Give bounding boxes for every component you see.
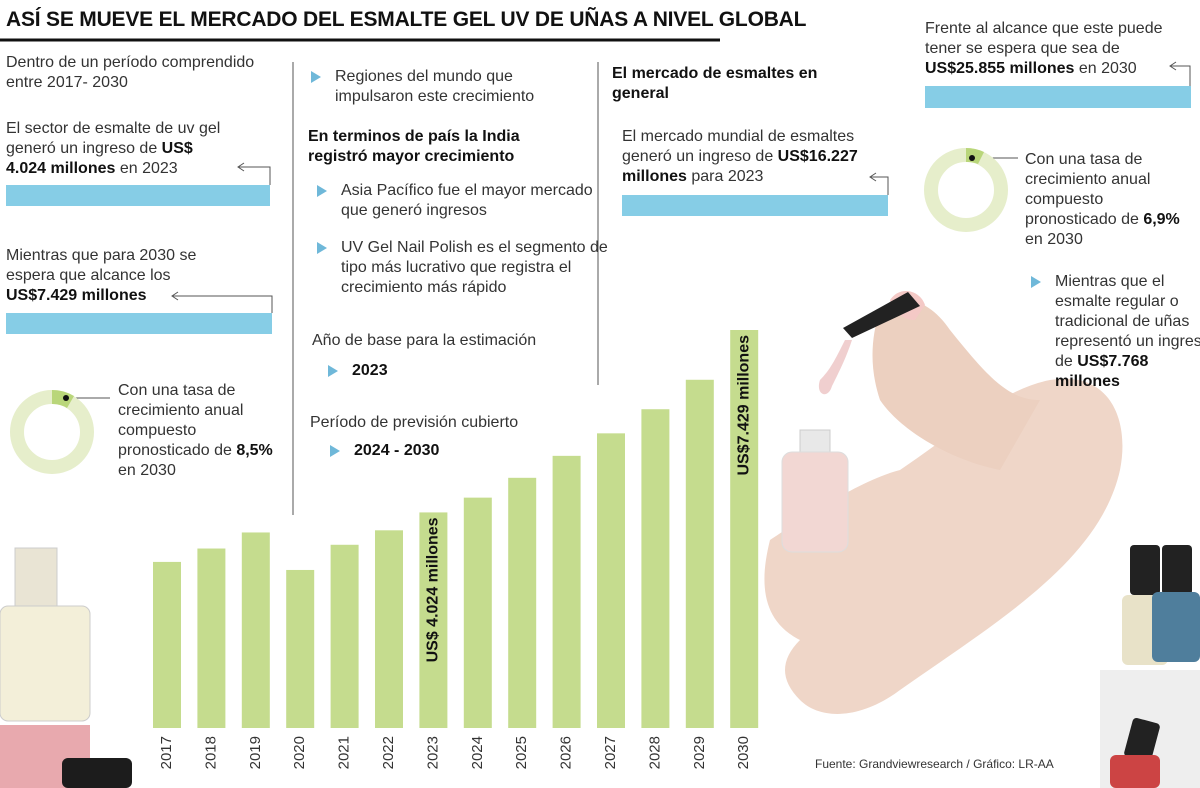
bar [552,455,581,728]
x-tick-label: 2028 [646,736,663,769]
bar [197,548,226,728]
text-block: El mercado mundial de esmaltes generó un… [622,127,872,187]
bar [286,569,315,728]
text-run: US$7.768 millones [1055,353,1149,390]
text-run: Año de base para la estimación [312,332,537,349]
text-run: El sector de esmalte de uv gel generó un… [6,120,221,157]
text-run: Mientras que para 2030 se espera que alc… [6,247,197,284]
text-run: Frente al alcance que este puede tener s… [925,20,1163,57]
text-run: UV Gel Nail Polish es el segmento de tip… [341,239,608,296]
text-block: En terminos de país la India registró ma… [308,127,563,167]
x-tick-label: 2023 [424,736,441,769]
text-block: Con una tasa de crecimiento anual compue… [118,381,278,481]
text-run: 8,5% [236,442,273,459]
text-run: Asia Pacífico fue el mayor mercado que g… [341,182,593,219]
text-run: US$16.227 millones [622,148,858,185]
donut-ring [924,148,1008,232]
text-run: 2023 [352,362,388,379]
text-run: para 2023 [686,168,764,185]
donut-ring [10,390,94,474]
text-run: en 2030 [118,462,176,479]
bullet: UV Gel Nail Polish es el segmento de tip… [315,238,621,298]
bar [508,477,537,728]
pointer-lines [66,61,1191,399]
dot [63,395,69,401]
x-tick-label: 2021 [336,736,353,769]
text-run: US$25.855 millones [925,60,1075,77]
text-run: Período de previsión cubierto [310,414,519,431]
x-tick-label: 2027 [602,736,619,769]
highlight-bar [6,313,272,334]
text-run: US$7.429 millones [6,287,147,304]
value-label: US$ 4.024 millones [425,517,442,662]
highlight-bar [925,86,1191,108]
text-run: Mientras que el esmalte regular o tradic… [1055,273,1200,370]
bar [463,497,492,728]
x-tick-label: 2020 [291,736,308,769]
x-tick-label: 2030 [735,736,752,769]
bar [330,544,359,728]
bar [597,433,625,728]
x-tick-label: 2025 [513,736,530,769]
x-tick-label: 2018 [202,736,219,769]
bullet: 2024 - 2030 [328,441,504,461]
highlight-bar [6,185,270,206]
bar [419,512,448,728]
text-block: El sector de esmalte de uv gel generó un… [6,119,236,179]
text-run: 6,9% [1143,211,1180,228]
x-tick-label: 2022 [380,736,397,769]
text-block: Frente al alcance que este puede tener s… [925,19,1185,79]
text-run: El mercado de esmaltes en general [612,65,818,102]
text-run: En terminos de país la India registró ma… [308,128,520,165]
text-run: El mercado mundial de esmaltes generó un… [622,128,855,165]
text-block: Dentro de un período comprendido entre 2… [6,53,291,93]
x-tick-label: 2029 [691,736,708,769]
text-block: El mercado de esmaltes en general [612,64,827,104]
text-block: Mientras que para 2030 se espera que alc… [6,246,221,306]
source: Fuente: Grandviewresearch / Gráfico: LR-… [815,757,1054,771]
donut-slice [52,389,74,408]
title: ASÍ SE MUEVE EL MERCADO DEL ESMALTE GEL … [6,8,807,31]
bullet: Mientras que el esmalte regular o tradic… [1029,272,1200,392]
text-run: US$ 4.024 millones [6,140,193,177]
text-run: en 2023 [115,160,178,177]
bar [153,561,181,728]
text-block: Con una tasa de crecimiento anual compue… [1025,150,1185,250]
dot [969,155,975,161]
photo-hand [764,290,1123,714]
bullet: Regiones del mundo que impulsaron este c… [309,67,585,107]
bar [375,530,403,728]
text-run: en 2030 [1025,231,1083,248]
bar [641,409,670,728]
bar [730,330,759,728]
bar [241,532,270,728]
text-block: Período de previsión cubierto [310,413,580,433]
bar [685,379,714,728]
highlight-bar [622,195,888,216]
text-block: Año de base para la estimación [312,331,582,351]
x-tick-label: 2019 [247,736,264,769]
bullet: Asia Pacífico fue el mayor mercado que g… [315,181,603,221]
text-run: Dentro de un período comprendido entre 2… [6,54,255,91]
text-run: Con una tasa de crecimiento anual compue… [118,382,244,459]
text-run: Con una tasa de crecimiento anual compue… [1025,151,1151,228]
text-run: 2024 - 2030 [354,442,440,459]
x-tick-label: 2026 [558,736,575,769]
photo-bottles [0,545,1200,788]
text-run: Regiones del mundo que impulsaron este c… [335,68,535,105]
x-tick-label: 2017 [158,736,175,769]
x-tick-label: 2024 [469,736,486,769]
value-label: US$7.429 millones [735,335,752,476]
bullet: 2023 [326,361,452,381]
text-run: en 2030 [1074,60,1137,77]
